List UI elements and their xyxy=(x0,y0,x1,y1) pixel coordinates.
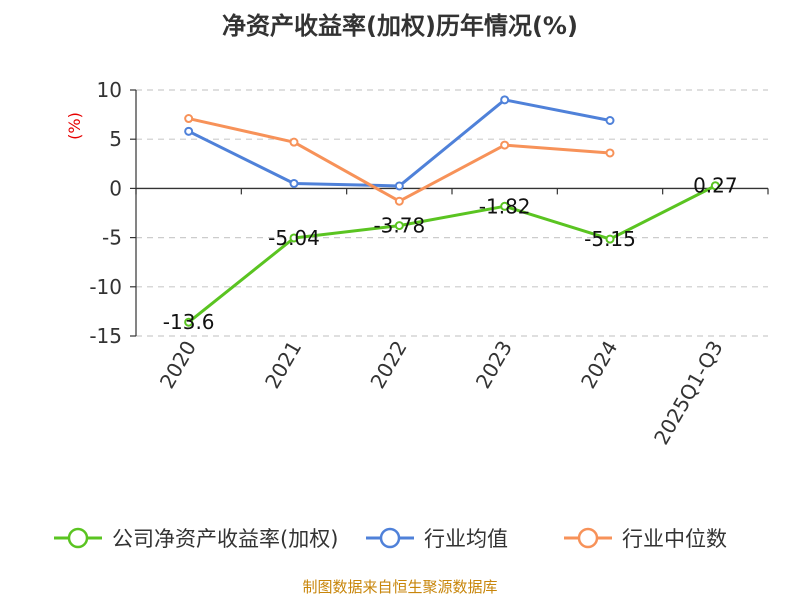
series-1-point xyxy=(394,181,404,191)
series-0-point xyxy=(289,233,299,243)
series-2-point xyxy=(500,140,510,150)
series-1-point xyxy=(605,116,615,126)
series-2-point xyxy=(605,148,615,158)
y-tick-label: 5 xyxy=(109,127,122,151)
legend: 公司净资产收益率(加权) 行业均值 行业中位数 xyxy=(54,527,727,551)
series-1-point xyxy=(289,178,299,188)
source-note: 制图数据来自恒生聚源数据库 xyxy=(302,578,497,596)
legend-marker xyxy=(379,527,401,549)
series-2-point xyxy=(184,114,194,124)
series-lines xyxy=(184,95,720,327)
x-tick-label: 2023 xyxy=(471,337,517,393)
x-tick-label: 2020 xyxy=(155,337,201,393)
data-label: -3.78 xyxy=(373,214,425,238)
legend-label: 公司净资产收益率(加权) xyxy=(112,527,338,551)
data-labels: -13.6 -5.04 -3.78 -1.82 -5.15 0.27 xyxy=(163,174,738,334)
series-0-point xyxy=(394,221,404,231)
series-1-line xyxy=(188,98,611,188)
y-tick-label: 10 xyxy=(97,78,122,102)
y-tick-labels: 10 5 0 -5 -10 -15 xyxy=(89,78,122,348)
series-1-point xyxy=(184,126,194,136)
x-tick-label: 2022 xyxy=(365,337,411,393)
legend-marker xyxy=(577,527,599,549)
x-tick-label: 2025Q1-Q3 xyxy=(649,337,728,449)
series-0-point xyxy=(710,181,720,191)
series-0-point xyxy=(605,234,615,244)
y-tick-label: 0 xyxy=(109,176,122,200)
series-2-point xyxy=(394,196,404,206)
x-tick-labels: 2020 2021 2022 2023 2024 2025Q1-Q3 xyxy=(155,337,728,449)
legend-label: 行业中位数 xyxy=(622,527,727,551)
data-label: -13.6 xyxy=(163,310,215,334)
y-tick-label: -10 xyxy=(89,275,122,299)
axes xyxy=(130,89,769,337)
y-tick-label: -5 xyxy=(102,226,122,250)
y-tick-label: -15 xyxy=(89,324,122,348)
x-tick-label: 2021 xyxy=(260,337,306,393)
data-label: -5.15 xyxy=(584,227,636,251)
data-label: -5.04 xyxy=(268,226,320,250)
data-label: 0.27 xyxy=(693,174,738,198)
y-axis-label: (%) xyxy=(65,112,84,140)
series-1-point xyxy=(500,95,510,105)
legend-marker xyxy=(67,527,89,549)
data-label: -1.82 xyxy=(479,194,531,218)
series-0-point xyxy=(184,317,194,327)
x-tick-label: 2024 xyxy=(576,337,622,393)
series-2-point xyxy=(289,137,299,147)
series-0-point xyxy=(500,201,510,211)
chart-title: 净资产收益率(加权)历年情况(%) xyxy=(222,12,578,40)
series-0-line xyxy=(187,184,717,324)
legend-label: 行业均值 xyxy=(424,527,508,551)
